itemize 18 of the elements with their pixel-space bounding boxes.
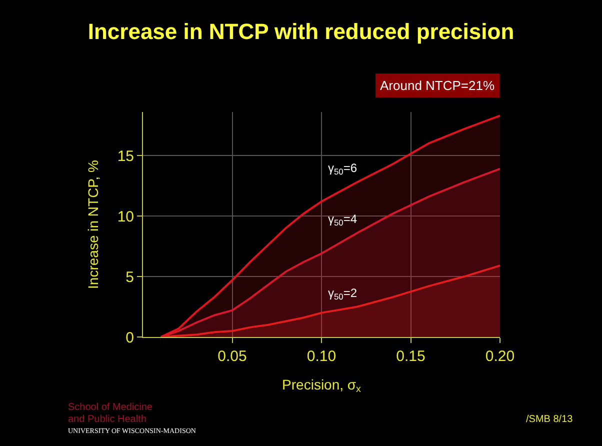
y-tick-label: 15	[117, 148, 134, 165]
x-tick-label: 0.05	[218, 348, 247, 365]
series-label: γ$_{50}$=4	[328, 212, 358, 228]
y-tick-label: 0	[126, 329, 134, 346]
text: and Public Health	[68, 414, 146, 425]
x-tick-label: 0.15	[396, 348, 426, 365]
y-tick-label: 5	[126, 268, 134, 286]
series-label: γ$_{50}$=6	[328, 161, 358, 177]
text: School of Medicine	[68, 402, 153, 413]
x-tick-label: 0.20	[485, 348, 515, 365]
x-axis-title: Precision, σ$_{x}$	[282, 376, 362, 396]
chart-title: Increase in NTCP with reduced precision	[88, 18, 514, 44]
text: Around NTCP=21%	[380, 78, 495, 93]
y-axis-title: Increase in NTCP, %	[84, 160, 101, 289]
x-tick-label: 0.10	[306, 348, 336, 365]
series-label: γ$_{50}$=2	[328, 286, 358, 302]
text: /SMB 8/13	[526, 414, 574, 425]
y-tick-label: 10	[117, 208, 134, 226]
